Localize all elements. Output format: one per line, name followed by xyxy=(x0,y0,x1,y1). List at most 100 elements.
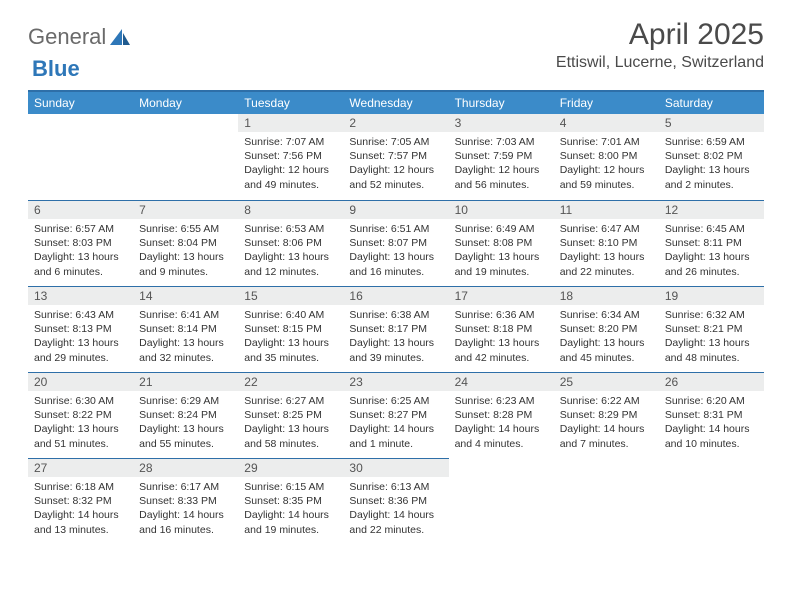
daylight-line: Daylight: 12 hours and 52 minutes. xyxy=(349,164,434,190)
day-details: Sunrise: 6:40 AMSunset: 8:15 PMDaylight:… xyxy=(238,305,343,369)
daylight-line: Daylight: 13 hours and 45 minutes. xyxy=(560,337,645,363)
calendar-cell: 2Sunrise: 7:05 AMSunset: 7:57 PMDaylight… xyxy=(343,114,448,200)
day-details: Sunrise: 6:36 AMSunset: 8:18 PMDaylight:… xyxy=(449,305,554,369)
day-details: Sunrise: 6:53 AMSunset: 8:06 PMDaylight:… xyxy=(238,219,343,283)
calendar-cell: . xyxy=(28,114,133,200)
daylight-line: Daylight: 13 hours and 35 minutes. xyxy=(244,337,329,363)
day-number: 16 xyxy=(343,286,448,305)
sunset-line: Sunset: 8:17 PM xyxy=(349,323,427,335)
calendar-row: 20Sunrise: 6:30 AMSunset: 8:22 PMDayligh… xyxy=(28,372,764,458)
day-number: 25 xyxy=(554,372,659,391)
day-details: Sunrise: 6:30 AM Sunset: 8:22 PM Daylight:… xyxy=(28,391,133,455)
sunset-line: Sunset: 8:13 PM xyxy=(34,323,112,335)
day-number: 14 xyxy=(133,286,238,305)
calendar-cell: 20Sunrise: 6:30 AMSunset: 8:22 PMDayligh… xyxy=(28,372,133,458)
daylight-line: Daylight: 13 hours and 12 minutes. xyxy=(244,251,329,277)
sunrise-line: Sunrise: 6:30 AM xyxy=(34,395,114,407)
sunset-line: Sunset: 8:29 PM xyxy=(560,409,638,421)
sunset-line: Sunset: 8:14 PM xyxy=(139,323,217,335)
calendar-cell: 1Sunrise: 7:07 AMSunset: 7:56 PMDaylight… xyxy=(238,114,343,200)
daylight-line: Daylight: 13 hours and 9 minutes. xyxy=(139,251,224,277)
day-number: 13 xyxy=(28,286,133,305)
sunrise-line: Sunrise: 6:49 AM xyxy=(455,223,535,235)
calendar-cell: 11Sunrise: 6:47 AMSunset: 8:10 PMDayligh… xyxy=(554,200,659,286)
weekday-header-row: Sunday Monday Tuesday Wednesday Thursday… xyxy=(28,91,764,114)
day-number: 9 xyxy=(343,200,448,219)
sunset-line: Sunset: 8:11 PM xyxy=(665,237,742,249)
daylight-line: Daylight: 13 hours and 51 minutes. xyxy=(34,423,119,449)
location: Ettiswil, Lucerne, Switzerland xyxy=(556,54,764,72)
weekday-header: Saturday xyxy=(659,91,764,114)
daylight-line: Daylight: 13 hours and 22 minutes. xyxy=(560,251,645,277)
day-number: 21 xyxy=(133,372,238,391)
calendar-row: ..1Sunrise: 7:07 AMSunset: 7:56 PMDaylig… xyxy=(28,114,764,200)
day-number: 23 xyxy=(343,372,448,391)
sunrise-line: Sunrise: 6:34 AM xyxy=(560,309,640,321)
day-details: Sunrise: 6:32 AMSunset: 8:21 PMDaylight:… xyxy=(659,305,764,369)
sunset-line: Sunset: 8:33 PM xyxy=(139,495,217,507)
day-details: Sunrise: 6:25 AMSunset: 8:27 PMDaylight:… xyxy=(343,391,448,455)
calendar-cell: 14Sunrise: 6:41 AMSunset: 8:14 PMDayligh… xyxy=(133,286,238,372)
sunrise-line: Sunrise: 6:38 AM xyxy=(349,309,429,321)
day-details: Sunrise: 6:43 AMSunset: 8:13 PMDaylight:… xyxy=(28,305,133,369)
day-number: 18 xyxy=(554,286,659,305)
sunrise-line: Sunrise: 6:13 AM xyxy=(349,481,429,493)
calendar-cell: 12Sunrise: 6:45 AMSunset: 8:11 PMDayligh… xyxy=(659,200,764,286)
calendar-row: 13Sunrise: 6:43 AMSunset: 8:13 PMDayligh… xyxy=(28,286,764,372)
day-details: Sunrise: 6:38 AM Sunset: 8:17 PM Daylight:… xyxy=(343,305,448,369)
sunrise-line: Sunrise: 6:36 AM xyxy=(455,309,535,321)
day-number: 1 xyxy=(238,114,343,132)
calendar-cell: 6Sunrise: 6:57 AMSunset: 8:03 PMDaylight… xyxy=(28,200,133,286)
sunset-line: Sunset: 8:24 PM xyxy=(139,409,217,421)
day-details: Sunrise: 6:23 AMSunset: 8:28 PMDaylight:… xyxy=(449,391,554,455)
daylight-line: Daylight: 13 hours and 39 minutes. xyxy=(349,337,434,363)
calendar-cell: 16 Sunrise: 6:38 AM Sunset: 8:17 PM Dayligh… xyxy=(343,286,448,372)
daylight-line: Daylight: 14 hours and 7 minutes. xyxy=(560,423,645,449)
calendar-cell: 22Sunrise: 6:27 AMSunset: 8:25 PMDayligh… xyxy=(238,372,343,458)
sunset-line: Sunset: 8:28 PM xyxy=(455,409,533,421)
day-number: 5 xyxy=(659,114,764,132)
calendar-cell: 4Sunrise: 7:01 AMSunset: 8:00 PMDaylight… xyxy=(554,114,659,200)
day-number: 2 xyxy=(343,114,448,132)
day-details: Sunrise: 6:59 AMSunset: 8:02 PMDaylight:… xyxy=(659,132,764,196)
sunrise-line: Sunrise: 7:07 AM xyxy=(244,136,324,148)
sunrise-line: Sunrise: 6:41 AM xyxy=(139,309,219,321)
sunrise-line: Sunrise: 7:01 AM xyxy=(560,136,640,148)
calendar-cell: 29Sunrise: 6:15 AMSunset: 8:35 PMDayligh… xyxy=(238,458,343,544)
sunrise-line: Sunrise: 6:29 AM xyxy=(139,395,219,407)
calendar-cell: 26Sunrise: 6:20 AMSunset: 8:31 PMDayligh… xyxy=(659,372,764,458)
weekday-header: Sunday xyxy=(28,91,133,114)
sunset-line: Sunset: 8:36 PM xyxy=(349,495,427,507)
day-details: Sunrise: 6:27 AMSunset: 8:25 PMDaylight:… xyxy=(238,391,343,455)
daylight-line: Daylight: 14 hours and 4 minutes. xyxy=(455,423,540,449)
sunrise-line: Sunrise: 6:53 AM xyxy=(244,223,324,235)
day-details: Sunrise: 6:15 AMSunset: 8:35 PMDaylight:… xyxy=(238,477,343,541)
daylight-line: Daylight: 13 hours and 26 minutes. xyxy=(665,251,750,277)
sunrise-line: Sunrise: 6:20 AM xyxy=(665,395,745,407)
sunset-line: Sunset: 8:10 PM xyxy=(560,237,638,249)
calendar-cell: . xyxy=(449,458,554,544)
sunrise-line: Sunrise: 6:18 AM xyxy=(34,481,114,493)
sunrise-line: Sunrise: 6:40 AM xyxy=(244,309,324,321)
daylight-line: Daylight: 12 hours and 49 minutes. xyxy=(244,164,329,190)
sunrise-line: Sunrise: 6:25 AM xyxy=(349,395,429,407)
day-details: Sunrise: 6:45 AMSunset: 8:11 PMDaylight:… xyxy=(659,219,764,283)
calendar-cell: 5Sunrise: 6:59 AMSunset: 8:02 PMDaylight… xyxy=(659,114,764,200)
sunrise-line: Sunrise: 6:22 AM xyxy=(560,395,640,407)
daylight-line: Daylight: 14 hours and 1 minute. xyxy=(349,423,434,449)
calendar-cell: 13Sunrise: 6:43 AMSunset: 8:13 PMDayligh… xyxy=(28,286,133,372)
day-details: Sunrise: 6:55 AMSunset: 8:04 PMDaylight:… xyxy=(133,219,238,283)
logo-text-1: General xyxy=(28,24,106,50)
day-number: 29 xyxy=(238,458,343,477)
calendar-row: 27Sunrise: 6:18 AMSunset: 8:32 PMDayligh… xyxy=(28,458,764,544)
day-details: Sunrise: 7:05 AMSunset: 7:57 PMDaylight:… xyxy=(343,132,448,196)
calendar-cell: . xyxy=(554,458,659,544)
sunset-line: Sunset: 8:21 PM xyxy=(665,323,743,335)
daylight-line: Daylight: 14 hours and 16 minutes. xyxy=(139,509,224,535)
day-number: 7 xyxy=(133,200,238,219)
calendar-cell: 21Sunrise: 6:29 AMSunset: 8:24 PMDayligh… xyxy=(133,372,238,458)
sunset-line: Sunset: 8:22 PM xyxy=(34,409,112,421)
sunset-line: Sunset: 8:07 PM xyxy=(349,237,427,249)
sunset-line: Sunset: 8:02 PM xyxy=(665,150,743,162)
day-details: Sunrise: 6:29 AMSunset: 8:24 PMDaylight:… xyxy=(133,391,238,455)
